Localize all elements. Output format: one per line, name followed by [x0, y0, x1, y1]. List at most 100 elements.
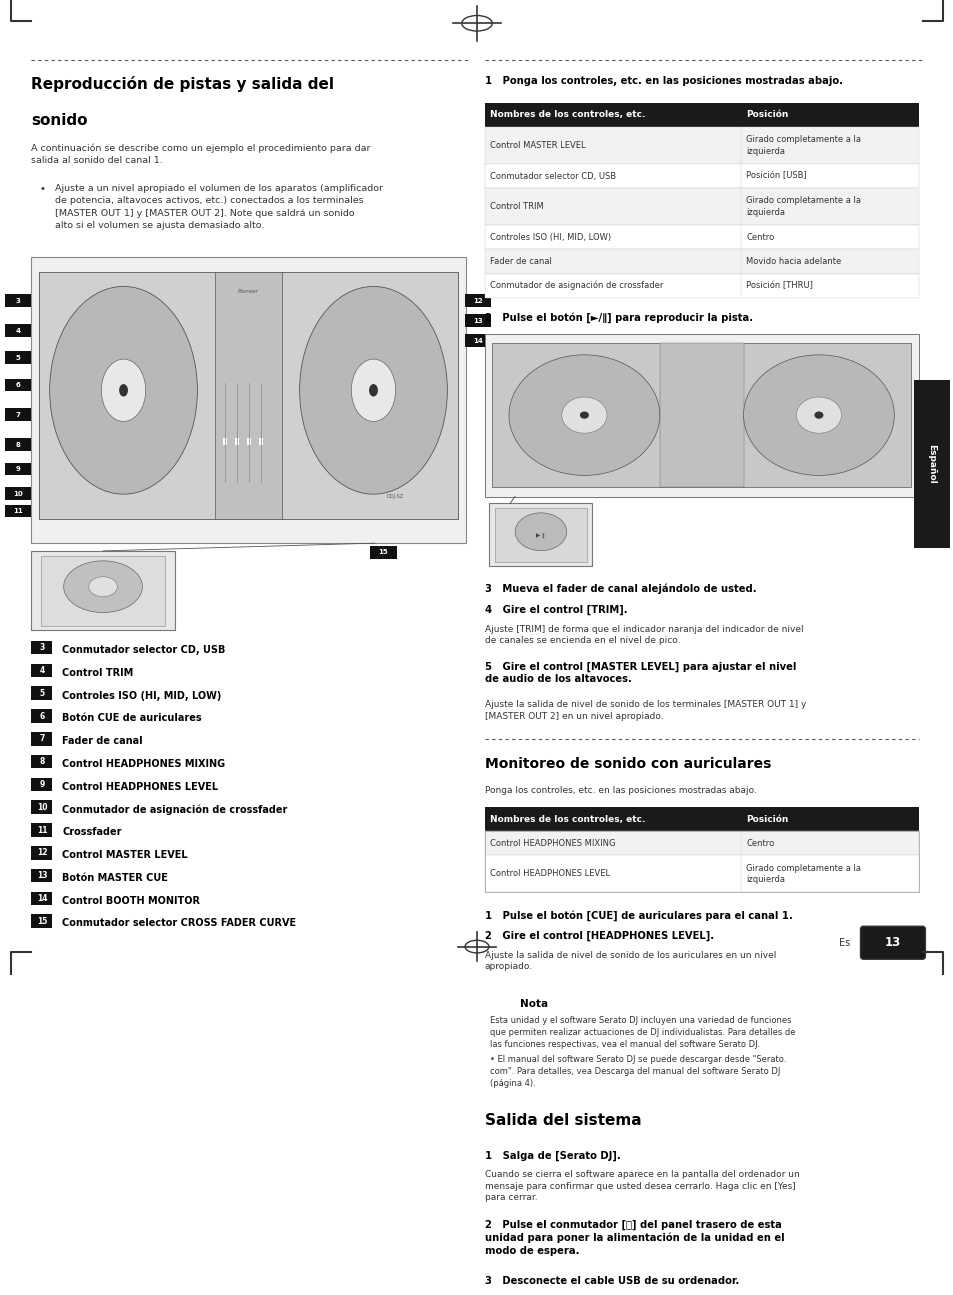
Text: 3: 3 [39, 644, 45, 653]
Text: Conmutador de asignación de crossfader: Conmutador de asignación de crossfader [490, 281, 663, 290]
FancyBboxPatch shape [860, 926, 924, 960]
Ellipse shape [89, 576, 117, 597]
Text: 14: 14 [473, 338, 482, 344]
Text: 9: 9 [39, 780, 45, 789]
Text: 15: 15 [37, 917, 47, 926]
Text: Monitoreo de sonido con auriculares: Monitoreo de sonido con auriculares [484, 756, 770, 771]
FancyBboxPatch shape [490, 1002, 515, 1027]
Text: Control HEADPHONES MIXING: Control HEADPHONES MIXING [62, 759, 225, 769]
Text: Español: Español [926, 444, 936, 484]
Ellipse shape [579, 412, 588, 418]
FancyBboxPatch shape [495, 508, 586, 562]
FancyBboxPatch shape [5, 505, 31, 517]
FancyBboxPatch shape [484, 273, 918, 298]
Text: Control HEADPHONES LEVEL: Control HEADPHONES LEVEL [490, 869, 610, 878]
Ellipse shape [561, 398, 606, 434]
FancyBboxPatch shape [484, 989, 918, 1084]
Text: • El manual del software Serato DJ se puede descargar desde "Serato.
com". Para : • El manual del software Serato DJ se pu… [490, 1055, 786, 1088]
Text: Posición: Posición [745, 110, 788, 119]
Text: 7: 7 [15, 412, 21, 418]
FancyBboxPatch shape [247, 438, 251, 444]
Text: 11: 11 [36, 825, 48, 834]
Text: Girado completamente a la
izquierda: Girado completamente a la izquierda [745, 135, 861, 155]
FancyBboxPatch shape [5, 378, 31, 391]
Text: 5: 5 [39, 689, 45, 698]
Text: 1   Salga de [Serato DJ].: 1 Salga de [Serato DJ]. [484, 1150, 619, 1160]
Text: Control BOOTH MONITOR: Control BOOTH MONITOR [62, 896, 200, 905]
FancyBboxPatch shape [5, 351, 31, 364]
Text: A continuación se describe como un ejemplo el procedimiento para dar
salida al s: A continuación se describe como un ejemp… [31, 144, 371, 166]
Text: Control MASTER LEVEL: Control MASTER LEVEL [62, 850, 188, 860]
FancyBboxPatch shape [484, 807, 918, 831]
FancyBboxPatch shape [484, 225, 918, 249]
FancyBboxPatch shape [5, 294, 31, 307]
Text: Salida del sistema: Salida del sistema [484, 1114, 640, 1128]
Text: Conmutador selector CROSS FADER CURVE: Conmutador selector CROSS FADER CURVE [62, 918, 295, 929]
Text: Conmutador de asignación de crossfader: Conmutador de asignación de crossfader [62, 804, 287, 815]
FancyBboxPatch shape [5, 487, 31, 500]
Text: 1   Pulse el botón [CUE] de auriculares para el canal 1.: 1 Pulse el botón [CUE] de auriculares pa… [484, 910, 792, 921]
Text: Esta unidad y el software Serato DJ incluyen una variedad de funciones
que permi: Esta unidad y el software Serato DJ incl… [490, 1017, 795, 1049]
Text: Crossfader: Crossfader [62, 828, 121, 838]
Text: Ajuste a un nivel apropiado el volumen de los aparatos (amplificador
de potencia: Ajuste a un nivel apropiado el volumen d… [55, 184, 383, 229]
Text: Centro: Centro [745, 233, 774, 242]
Text: sonido: sonido [31, 113, 88, 127]
Ellipse shape [351, 359, 395, 421]
Text: Control TRIM: Control TRIM [490, 202, 543, 211]
FancyBboxPatch shape [5, 438, 31, 451]
FancyBboxPatch shape [31, 869, 52, 882]
Text: 3   Desconecte el cable USB de su ordenador.: 3 Desconecte el cable USB de su ordenado… [484, 1277, 739, 1286]
Text: Botón CUE de auriculares: Botón CUE de auriculares [62, 714, 201, 724]
Text: 10: 10 [36, 803, 48, 812]
FancyBboxPatch shape [31, 256, 465, 543]
FancyBboxPatch shape [41, 556, 165, 625]
FancyBboxPatch shape [31, 686, 52, 701]
Text: Conmutador selector CD, USB: Conmutador selector CD, USB [62, 645, 225, 655]
FancyBboxPatch shape [31, 710, 52, 723]
Text: Fader de canal: Fader de canal [62, 736, 143, 746]
Text: 12: 12 [473, 298, 482, 304]
FancyBboxPatch shape [223, 438, 227, 444]
Text: Fader de canal: Fader de canal [490, 256, 552, 265]
Text: 6: 6 [39, 711, 45, 720]
Text: Ajuste [TRIM] de forma que el indicador naranja del indicador de nivel
de canale: Ajuste [TRIM] de forma que el indicador … [484, 624, 802, 645]
FancyBboxPatch shape [5, 324, 31, 337]
FancyBboxPatch shape [464, 294, 491, 307]
Text: 4: 4 [15, 328, 21, 334]
Ellipse shape [814, 412, 822, 418]
FancyBboxPatch shape [464, 334, 491, 347]
FancyBboxPatch shape [484, 249, 918, 273]
Text: 8: 8 [39, 758, 45, 767]
FancyBboxPatch shape [484, 831, 918, 856]
FancyBboxPatch shape [913, 381, 949, 548]
Text: DDJ-SZ: DDJ-SZ [386, 495, 403, 499]
Text: Ponga los controles, etc. en las posiciones mostradas abajo.: Ponga los controles, etc. en las posicio… [484, 786, 756, 795]
Text: Control MASTER LEVEL: Control MASTER LEVEL [490, 141, 585, 150]
Ellipse shape [369, 385, 377, 396]
FancyBboxPatch shape [484, 127, 918, 164]
Text: 4: 4 [39, 666, 45, 675]
FancyBboxPatch shape [659, 343, 742, 487]
Text: 4   Gire el control [TRIM].: 4 Gire el control [TRIM]. [484, 605, 627, 615]
FancyBboxPatch shape [5, 408, 31, 421]
FancyBboxPatch shape [31, 732, 52, 746]
FancyBboxPatch shape [31, 914, 52, 929]
Text: 1   Ponga los controles, etc. en las posiciones mostradas abajo.: 1 Ponga los controles, etc. en las posic… [484, 75, 841, 85]
FancyBboxPatch shape [31, 641, 52, 654]
Text: 2   Pulse el conmutador [ⓘ] del panel trasero de esta
unidad para poner la alime: 2 Pulse el conmutador [ⓘ] del panel tras… [484, 1220, 783, 1256]
Text: Control HEADPHONES LEVEL: Control HEADPHONES LEVEL [62, 782, 218, 791]
Text: Girado completamente a la
izquierda: Girado completamente a la izquierda [745, 197, 861, 216]
Text: Reproducción de pistas y salida del: Reproducción de pistas y salida del [31, 75, 335, 92]
Text: 5: 5 [16, 355, 20, 361]
Text: Girado completamente a la
izquierda: Girado completamente a la izquierda [745, 864, 861, 884]
Text: Posición: Posición [745, 815, 788, 824]
FancyBboxPatch shape [31, 778, 52, 791]
Text: 13: 13 [36, 872, 48, 881]
Text: 7: 7 [39, 734, 45, 743]
Text: 13: 13 [883, 936, 901, 949]
Text: 14: 14 [36, 894, 48, 903]
FancyBboxPatch shape [259, 438, 263, 444]
Text: 9: 9 [15, 466, 21, 473]
FancyBboxPatch shape [464, 315, 491, 326]
Text: Posición [USB]: Posición [USB] [745, 171, 806, 180]
